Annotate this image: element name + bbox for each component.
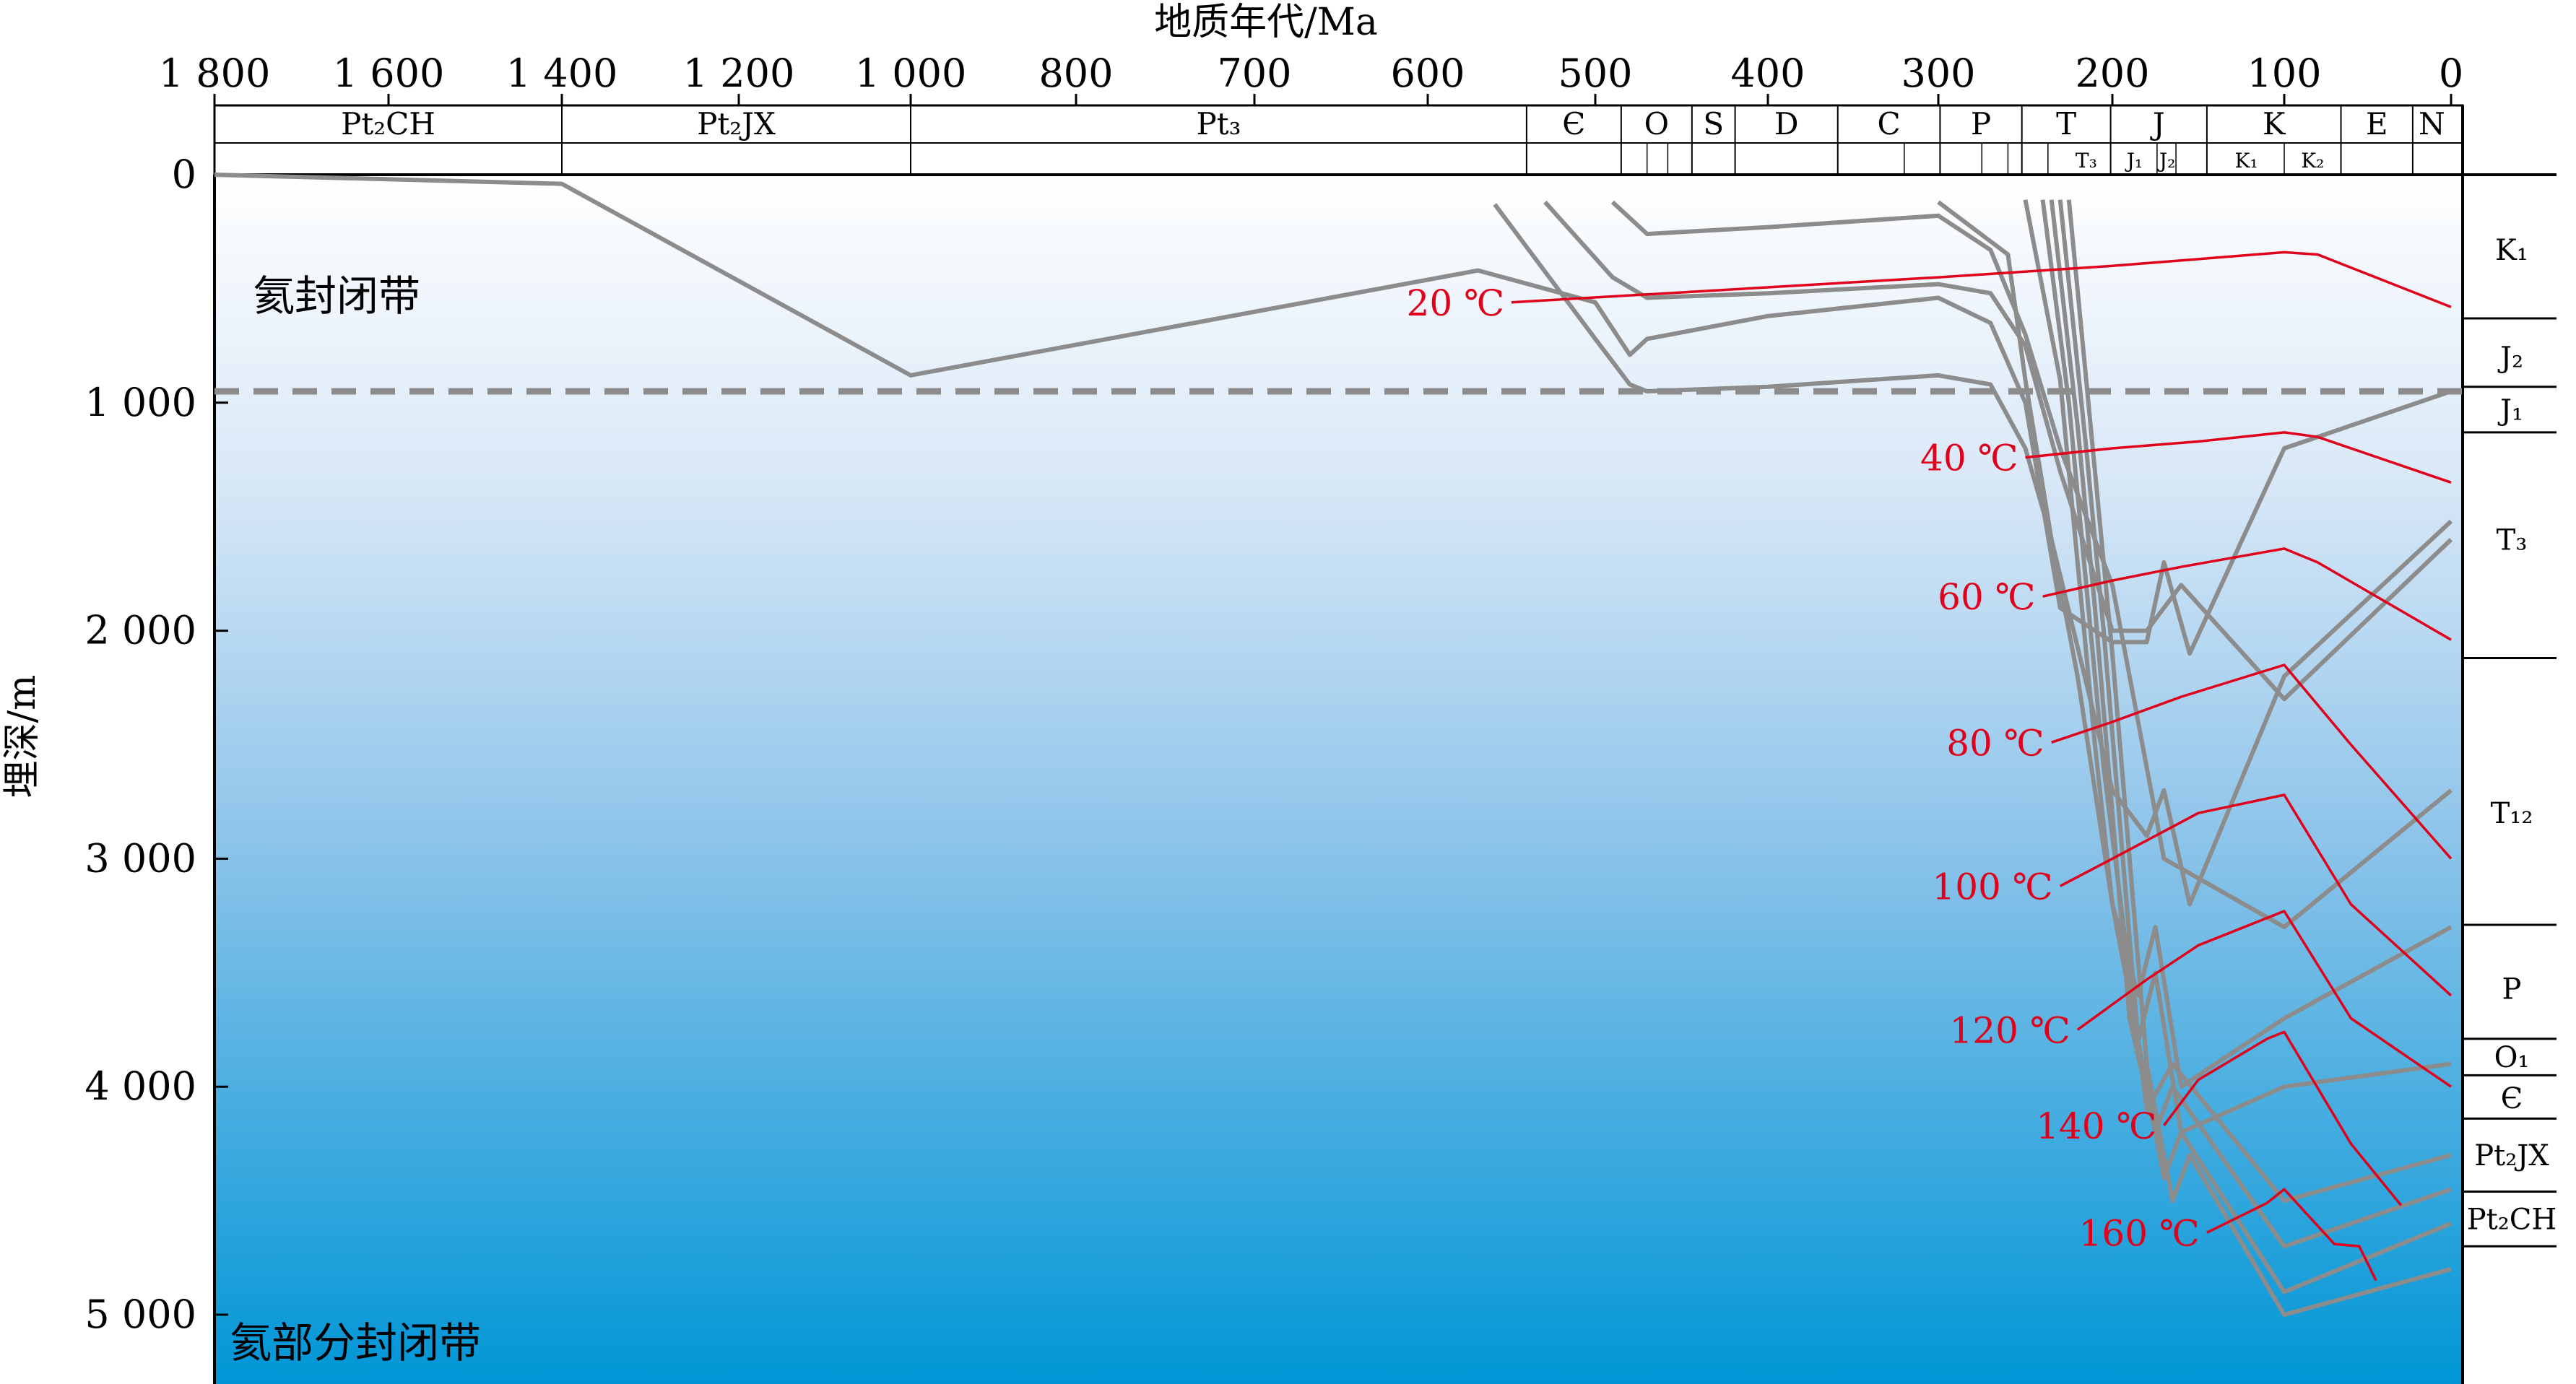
stratum-boundaries: [2463, 317, 2557, 1248]
isotherm-curve: [2206, 1188, 2377, 1281]
isotherm-label: 80 ℃: [1946, 722, 2044, 764]
burial-curve: [2049, 199, 2452, 1249]
isotherm-curve: [2163, 1030, 2403, 1206]
x-tick-label: 400: [1730, 51, 1805, 96]
epoch-label: K₂: [2301, 149, 2324, 173]
y-axis-ticks: 0 1 000 2 000 3 000 4 000 5 000: [84, 152, 228, 1337]
x-tick-label: 1 800: [159, 51, 271, 96]
stratum-label: O₁: [2494, 1041, 2530, 1074]
stratum-label: Є: [2501, 1082, 2523, 1115]
period-label: P: [1971, 106, 1991, 142]
isotherm-curves: [1511, 251, 2453, 1281]
y-tick-label: 1 000: [84, 380, 196, 425]
x-tick-label: 600: [1390, 51, 1465, 96]
stratum-label: K₁: [2495, 234, 2528, 267]
period-label: Pt₂JX: [697, 106, 776, 142]
period-label: Є: [1562, 106, 1585, 142]
stratum-label: J₂: [2497, 341, 2523, 375]
x-tick-label: 500: [1558, 51, 1632, 96]
zone-label-lower: 氦部分封闭带: [230, 1318, 481, 1367]
period-label: N: [2419, 106, 2445, 142]
period-labels: Pt₂CH Pt₂JX Pt₃ Є O S D C P T J K E N T₃ J₁ J₂ K₁ K₂: [341, 106, 2445, 173]
isotherm-label: 100 ℃: [1932, 866, 2052, 908]
stratum-labels: K₁ J₂ J₁ T₃ T₁₂ P O₁ Є Pt₂JX Pt₂CH: [2467, 234, 2557, 1236]
isotherm-curve: [2059, 793, 2453, 997]
x-tick-label: 100: [2247, 51, 2321, 96]
stratum-label: P: [2502, 972, 2522, 1006]
x-tick-label: 0: [2439, 51, 2463, 96]
x-tick-label: 1 400: [506, 51, 618, 96]
isotherm-curve: [2051, 663, 2453, 860]
burial-curves: [214, 173, 2453, 1317]
period-band: [213, 104, 2464, 176]
isotherm-curve: [2042, 547, 2452, 641]
isotherm-curve: [1511, 251, 2452, 308]
y-axis-title: 埋深/m: [1, 675, 44, 798]
stratum-label: T₁₂: [2491, 797, 2533, 830]
period-label: O: [1644, 106, 1669, 142]
x-tick-label: 300: [1901, 51, 1975, 96]
stratum-label: T₃: [2497, 523, 2528, 557]
y-tick-label: 3 000: [84, 835, 196, 881]
period-label: E: [2366, 106, 2388, 142]
stratum-label: Pt₂CH: [2467, 1203, 2557, 1236]
isotherm-label: 120 ℃: [1950, 1009, 2070, 1051]
period-dividers: [561, 105, 2414, 175]
x-tick-label: 1 200: [683, 51, 795, 96]
x-tick-label: 700: [1217, 51, 1291, 96]
isotherm-labels: 20 ℃ 40 ℃ 60 ℃ 80 ℃ 100 ℃ 120 ℃ 140 ℃ 160 ℃: [1407, 282, 2200, 1254]
x-tick-label: 1 600: [333, 51, 445, 96]
period-label: T: [2056, 106, 2076, 142]
period-label: S: [1703, 106, 1724, 142]
x-tick-label: 1 000: [855, 51, 967, 96]
zone-label-upper: 氦封闭带: [253, 271, 420, 321]
plot-background: [214, 175, 2463, 1384]
stratum-label: J₁: [2497, 393, 2523, 427]
period-label: Pt₃: [1196, 106, 1241, 142]
burial-curve: [2057, 199, 2453, 1294]
period-label: J: [2150, 106, 2165, 142]
epoch-label: J₁: [2125, 149, 2143, 173]
burial-curve: [1543, 200, 2453, 702]
epoch-label: J₂: [2157, 149, 2175, 173]
burial-curve: [1610, 200, 2453, 930]
isotherm-label: 40 ℃: [1920, 438, 2018, 479]
burial-curve: [2066, 199, 2452, 1317]
isotherm-curve: [2076, 910, 2452, 1088]
period-label: K: [2263, 106, 2286, 142]
isotherm-curve: [2025, 431, 2452, 484]
epoch-label: T₃: [2076, 149, 2097, 173]
y-tick-label: 2 000: [84, 608, 196, 653]
stratum-label: Pt₂JX: [2474, 1139, 2549, 1172]
x-tick-label: 200: [2075, 51, 2149, 96]
period-label: Pt₂CH: [341, 106, 435, 142]
isotherm-label: 140 ℃: [2036, 1105, 2156, 1147]
isotherm-label: 160 ℃: [2079, 1212, 2200, 1254]
y-tick-label: 4 000: [84, 1063, 196, 1109]
isotherm-label: 20 ℃: [1407, 282, 1504, 324]
epoch-label: K₁: [2235, 149, 2258, 173]
isotherm-label: 60 ℃: [1938, 576, 2035, 618]
x-tick-label: 800: [1038, 51, 1113, 96]
y-tick-label: 0: [172, 152, 196, 197]
y-tick-label: 5 000: [84, 1292, 196, 1337]
burial-curve: [2040, 199, 2452, 1204]
x-axis-title: 地质年代/Ma: [1154, 1, 1378, 44]
burial-curve: [214, 173, 2452, 656]
x-axis-ticks: 1 800 1 600 1 400 1 200 1 000 800 700 600 500 400…: [159, 51, 2463, 105]
period-label: C: [1878, 106, 1901, 142]
period-label: D: [1774, 106, 1799, 142]
